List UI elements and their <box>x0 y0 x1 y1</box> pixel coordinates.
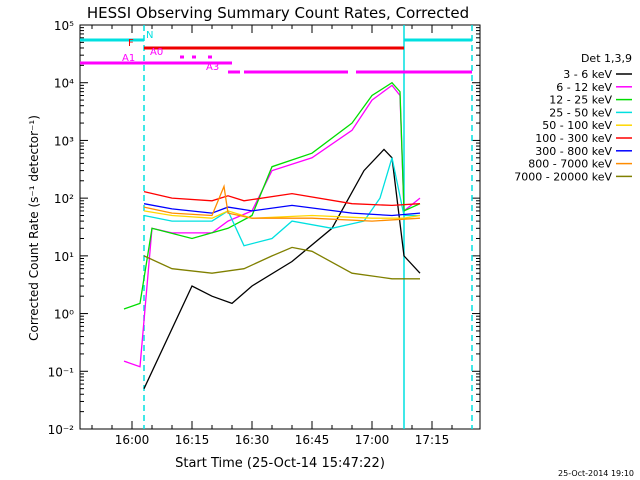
series-line <box>143 148 421 389</box>
x-tick-label: 16:30 <box>235 433 270 447</box>
legend-title: Det 1,3,9 <box>581 52 632 65</box>
footer-timestamp: 25-Oct-2014 19:10 <box>558 469 634 478</box>
y-axis-label: Corrected Count Rate (s⁻¹ detector⁻¹) <box>27 115 41 341</box>
y-tick-label: 10⁴ <box>54 77 74 91</box>
chart-title: HESSI Observing Summary Count Rates, Cor… <box>87 4 469 22</box>
series-line <box>143 246 420 280</box>
legend-label: 50 - 100 keV <box>542 119 612 132</box>
y-tick-label: 10⁻² <box>48 423 75 437</box>
series-line <box>143 183 421 222</box>
y-tick-label: 10¹ <box>54 250 74 264</box>
plot-frame <box>79 24 481 430</box>
flag-bar-label: A3 <box>206 62 219 73</box>
legend-label: 6 - 12 keV <box>556 81 612 94</box>
x-tick-label: 16:45 <box>295 433 330 447</box>
flag-bar-label: N <box>146 30 153 41</box>
legend-label: 7000 - 20000 keV <box>514 170 612 183</box>
y-tick-label: 10⁵ <box>54 19 74 33</box>
flag-bar-label: A1 <box>122 53 135 64</box>
y-tick-label: 10⁰ <box>54 308 74 322</box>
series-line <box>123 81 421 310</box>
x-axis-label: Start Time (25-Oct-14 15:47:22) <box>175 456 385 471</box>
y-tick-label: 10³ <box>54 134 74 148</box>
legend-label: 25 - 50 keV <box>549 106 612 119</box>
series-line <box>123 84 421 368</box>
legend-label: 800 - 7000 keV <box>528 158 612 171</box>
series-line <box>143 203 421 217</box>
legend-label: 100 - 300 keV <box>535 132 612 145</box>
legend-label: 3 - 6 keV <box>563 68 612 81</box>
x-tick-label: 17:00 <box>355 433 390 447</box>
x-tick-label: 16:00 <box>115 433 150 447</box>
x-tick-label: 16:15 <box>175 433 210 447</box>
y-tick-label: 10⁻¹ <box>48 365 75 379</box>
series-line <box>143 190 421 207</box>
plot-area: 16:00 16:15 16:30 16:45 17:00 17:15 10⁻² 10⁻¹ 10… <box>48 19 481 447</box>
x-tick-label: 17:15 <box>415 433 450 447</box>
series-line <box>143 157 420 247</box>
y-tick-label: 10² <box>54 192 74 206</box>
legend-label: 300 - 800 keV <box>535 145 612 158</box>
flag-bar-label: F <box>128 38 134 49</box>
legend-label: 12 - 25 keV <box>549 94 612 107</box>
flag-bar-label: A0 <box>150 47 163 58</box>
